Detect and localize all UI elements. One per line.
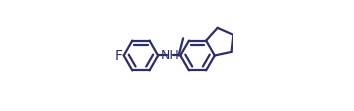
Text: NH: NH	[160, 49, 179, 62]
Text: F: F	[115, 49, 122, 62]
